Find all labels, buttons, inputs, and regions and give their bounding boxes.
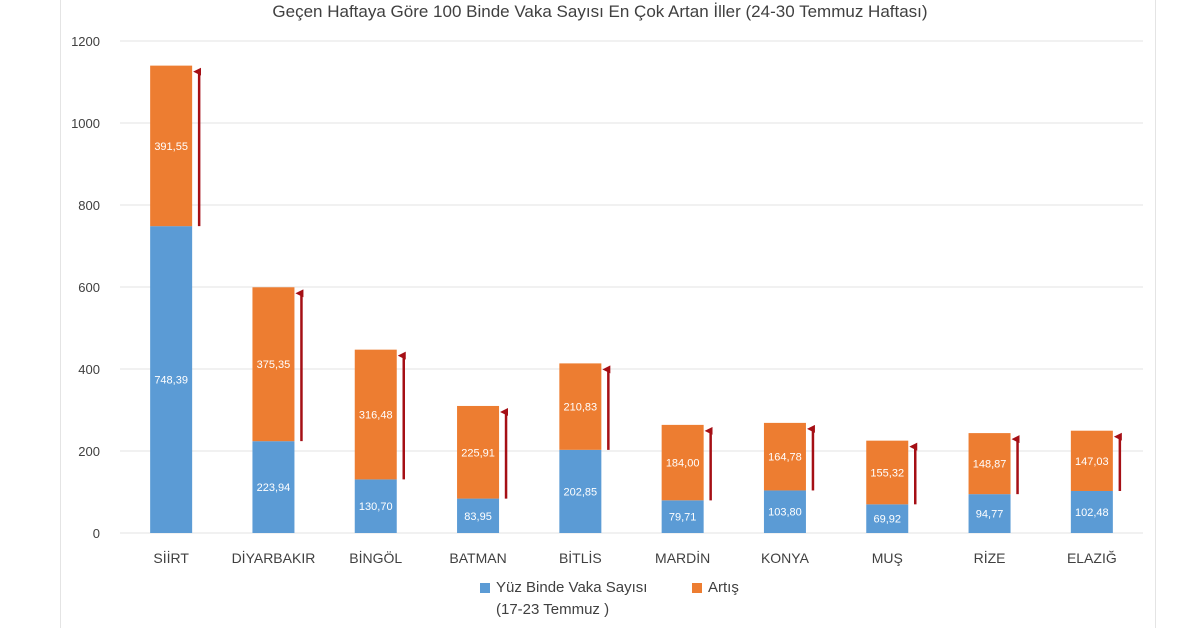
data-label-increase-2: 316,48 (359, 410, 393, 422)
bar-base-2 (354, 479, 397, 533)
bar-base-6 (763, 490, 806, 533)
data-label-base-4: 202,85 (564, 486, 598, 498)
data-label-base-3: 83,95 (464, 511, 492, 523)
x-tick-label-8: RİZE (974, 549, 1006, 566)
legend-swatch-blue (480, 583, 490, 593)
data-label-increase-9: 147,03 (1075, 456, 1109, 468)
x-tick-label-0: SİİRT (153, 549, 189, 566)
bar-increase-5 (661, 424, 704, 501)
bar-increase-0 (150, 65, 193, 227)
bar-base-3 (457, 498, 500, 533)
legend-label-series-1: Yüz Binde Vaka Sayısı (496, 579, 648, 596)
data-label-base-0: 748,39 (154, 375, 188, 387)
y-tick-label-400: 400 (78, 362, 100, 377)
bar-increase-3 (457, 405, 500, 499)
y-tick-label-600: 600 (78, 280, 100, 295)
x-tick-label-9: ELAZIĞ (1067, 550, 1117, 566)
x-tick-label-1: DİYARBAKIR (232, 549, 316, 566)
bar-base-5 (661, 500, 704, 533)
x-tick-label-6: KONYA (761, 550, 810, 566)
legend-label-series-1-sub: (17-23 Temmuz ) (496, 601, 610, 618)
data-label-increase-6: 164,78 (768, 452, 802, 464)
bar-base-4 (559, 449, 602, 533)
bar-increase-4 (559, 363, 602, 450)
y-tick-label-200: 200 (78, 444, 100, 459)
data-label-increase-7: 155,32 (870, 467, 904, 479)
x-tick-label-7: MUŞ (872, 550, 903, 566)
data-label-base-7: 69,92 (873, 514, 901, 526)
bar-base-9 (1070, 490, 1113, 533)
data-label-base-1: 223,94 (257, 482, 291, 494)
legend-swatch-orange (692, 583, 702, 593)
data-label-increase-4: 210,83 (564, 402, 598, 414)
data-label-base-2: 130,70 (359, 501, 393, 513)
y-tick-label-0: 0 (93, 526, 100, 541)
y-tick-label-800: 800 (78, 198, 100, 213)
data-label-base-8: 94,77 (976, 509, 1004, 521)
data-label-increase-1: 375,35 (257, 359, 291, 371)
bar-increase-6 (763, 422, 806, 491)
data-label-increase-5: 184,00 (666, 458, 700, 470)
bar-base-0 (150, 226, 193, 533)
chart-title: Geçen Haftaya Göre 100 Binde Vaka Sayısı… (272, 2, 928, 21)
data-label-increase-0: 391,55 (154, 141, 188, 153)
x-tick-label-4: BİTLİS (559, 549, 602, 566)
x-tick-label-3: BATMAN (449, 550, 506, 566)
x-tick-label-2: BİNGÖL (349, 549, 402, 566)
bar-increase-8 (968, 433, 1011, 495)
bar-increase-1 (252, 287, 295, 442)
bar-increase-2 (354, 349, 397, 480)
bar-base-1 (252, 441, 295, 533)
chart-frame (60, 0, 1156, 628)
data-label-base-5: 79,71 (669, 512, 697, 524)
bar-base-7 (866, 504, 909, 533)
bar-increase-9 (1070, 430, 1113, 491)
bar-base-8 (968, 494, 1011, 533)
data-label-increase-8: 148,87 (973, 459, 1007, 471)
data-label-increase-3: 225,91 (461, 447, 495, 459)
legend-label-series-2: Artış (708, 579, 739, 596)
data-label-base-9: 102,48 (1075, 507, 1109, 519)
bar-increase-7 (866, 440, 909, 505)
y-tick-label-1200: 1200 (71, 34, 100, 49)
data-label-base-6: 103,80 (768, 507, 802, 519)
y-tick-label-1000: 1000 (71, 116, 100, 131)
x-tick-label-5: MARDİN (655, 549, 710, 566)
